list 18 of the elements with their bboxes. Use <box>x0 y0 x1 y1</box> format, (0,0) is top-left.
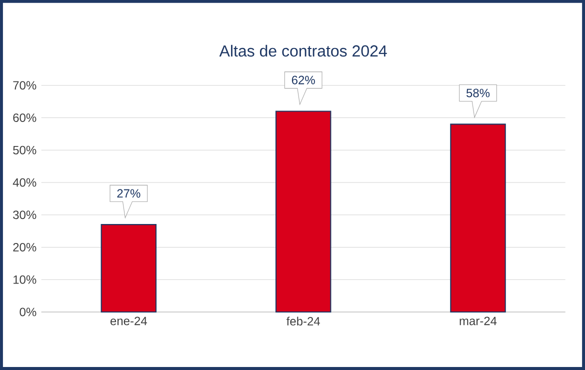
x-tick-label: mar-24 <box>460 316 497 326</box>
chart-title: Altas de contratos 2024 <box>219 44 387 57</box>
data-label: 58% <box>466 88 490 98</box>
y-tick-label: 60% <box>13 113 36 122</box>
bar <box>100 224 157 313</box>
x-tick-label: feb-24 <box>286 316 320 326</box>
y-tick-label: 10% <box>14 275 36 284</box>
y-tick-label: 20% <box>13 242 36 252</box>
y-tick-label: 0% <box>20 308 36 316</box>
bar <box>275 110 332 313</box>
y-tick-label: 40% <box>12 178 36 187</box>
data-label: 62% <box>292 76 315 84</box>
data-label: 27% <box>117 189 140 198</box>
bar <box>450 124 506 313</box>
y-tick-label: 50% <box>13 146 36 154</box>
y-tick-label: 30% <box>13 210 36 220</box>
x-tick-label: ene-24 <box>110 316 147 326</box>
y-tick-label: 70% <box>13 81 36 90</box>
